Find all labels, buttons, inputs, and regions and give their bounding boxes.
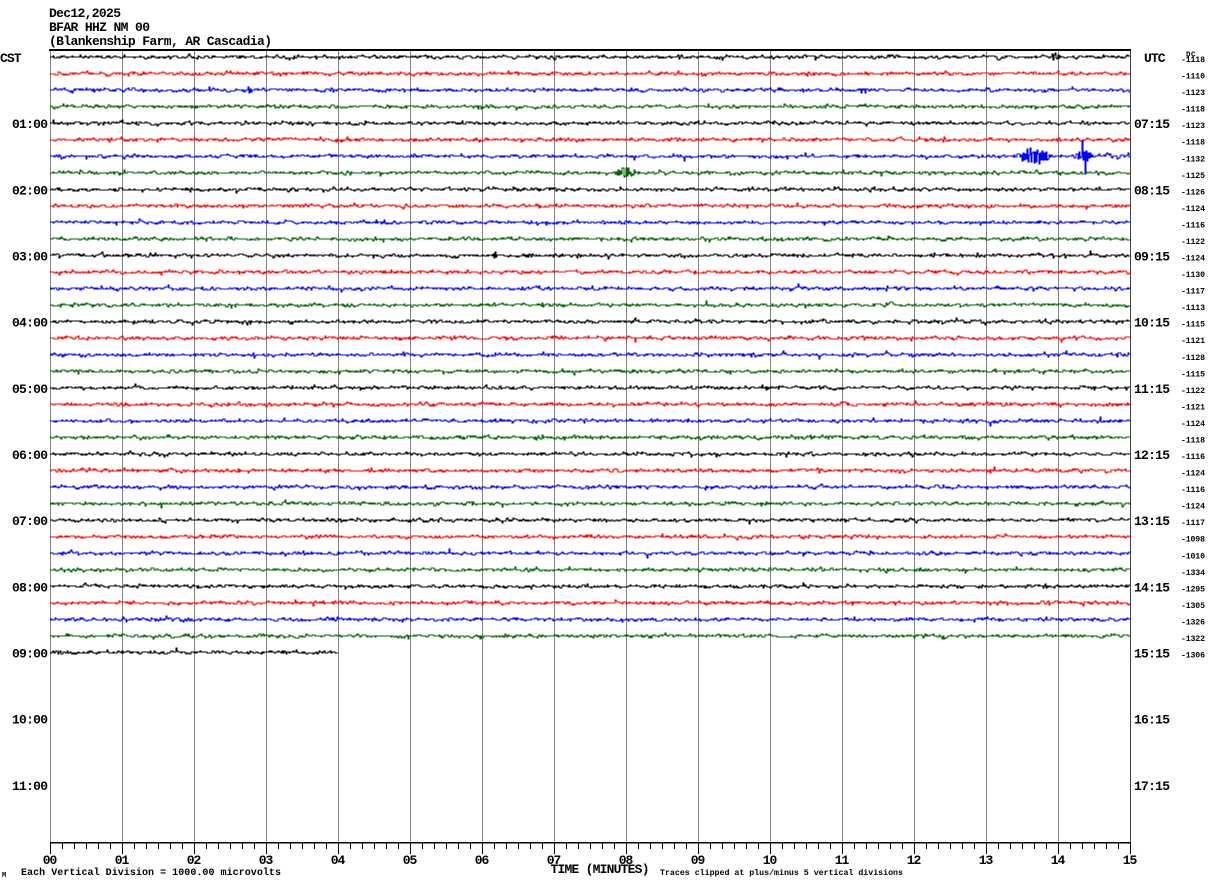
svg-text:-1132: -1132 [1181, 155, 1205, 164]
svg-text:-1118: -1118 [1181, 106, 1205, 115]
svg-text:-1123: -1123 [1181, 89, 1205, 98]
svg-text:BFAR HHZ NM 00: BFAR HHZ NM 00 [49, 20, 150, 35]
svg-text:10:00: 10:00 [12, 713, 48, 728]
svg-text:06:00: 06:00 [12, 448, 48, 463]
svg-text:-1115: -1115 [1181, 321, 1205, 330]
svg-text:-1116: -1116 [1181, 221, 1205, 230]
svg-text:-1124: -1124 [1181, 420, 1205, 429]
svg-text:05: 05 [403, 853, 418, 868]
svg-text:15:15: 15:15 [1134, 647, 1170, 662]
svg-text:M: M [2, 872, 6, 880]
svg-text:09:15: 09:15 [1134, 250, 1170, 265]
svg-text:-1125: -1125 [1181, 172, 1205, 181]
svg-text:08:00: 08:00 [12, 580, 48, 595]
svg-text:14:15: 14:15 [1134, 580, 1170, 595]
svg-text:UTC: UTC [1144, 51, 1166, 66]
svg-text:-1124: -1124 [1181, 470, 1205, 479]
svg-text:-1118: -1118 [1181, 139, 1205, 148]
svg-text:17:15: 17:15 [1134, 779, 1170, 794]
svg-text:Dec12,2025: Dec12,2025 [49, 6, 121, 21]
svg-text:11:00: 11:00 [12, 779, 48, 794]
svg-text:-1098: -1098 [1181, 536, 1205, 545]
svg-text:06: 06 [475, 853, 490, 868]
svg-text:-1122: -1122 [1181, 387, 1205, 396]
svg-text:-1010: -1010 [1181, 552, 1205, 561]
svg-text:-1124: -1124 [1181, 503, 1205, 512]
svg-text:13: 13 [979, 853, 994, 868]
svg-text:-1118: -1118 [1181, 436, 1205, 445]
svg-text:-1118: -1118 [1181, 56, 1205, 65]
svg-text:-1124: -1124 [1181, 205, 1205, 214]
svg-text:-1115: -1115 [1181, 370, 1205, 379]
svg-text:-1117: -1117 [1181, 519, 1205, 528]
svg-text:12:15: 12:15 [1134, 448, 1170, 463]
svg-text:10: 10 [763, 853, 778, 868]
svg-text:05:00: 05:00 [12, 382, 48, 397]
svg-text:09: 09 [691, 853, 706, 868]
svg-text:-1126: -1126 [1181, 188, 1205, 197]
svg-text:-1322: -1322 [1181, 635, 1205, 644]
svg-text:-1121: -1121 [1181, 403, 1205, 412]
svg-text:01:00: 01:00 [12, 117, 48, 132]
svg-text:15: 15 [1123, 853, 1138, 868]
svg-text:-1117: -1117 [1181, 288, 1205, 297]
svg-text:-1110: -1110 [1181, 73, 1205, 82]
svg-text:07:15: 07:15 [1134, 117, 1170, 132]
svg-text:-1121: -1121 [1181, 337, 1205, 346]
svg-text:-1116: -1116 [1181, 453, 1205, 462]
svg-text:11: 11 [835, 853, 850, 868]
svg-text:-1130: -1130 [1181, 271, 1205, 280]
svg-text:04:00: 04:00 [12, 316, 48, 331]
svg-text:-1123: -1123 [1181, 122, 1205, 131]
svg-text:-1306: -1306 [1181, 652, 1205, 661]
svg-text:08: 08 [619, 853, 634, 868]
svg-text:-1305: -1305 [1181, 602, 1205, 611]
svg-text:03:00: 03:00 [12, 250, 48, 265]
svg-text:-1113: -1113 [1181, 304, 1205, 313]
svg-text:10:15: 10:15 [1134, 316, 1170, 331]
svg-text:03: 03 [259, 853, 274, 868]
svg-text:07:00: 07:00 [12, 514, 48, 529]
svg-text:-1334: -1334 [1181, 569, 1205, 578]
svg-text:DC: DC [1186, 52, 1196, 60]
svg-text:02: 02 [187, 853, 202, 868]
svg-text:-1295: -1295 [1181, 585, 1205, 594]
svg-text:14: 14 [1051, 853, 1066, 868]
svg-text:-1128: -1128 [1181, 354, 1205, 363]
svg-text:11:15: 11:15 [1134, 382, 1170, 397]
svg-text:02:00: 02:00 [12, 183, 48, 198]
svg-text:12: 12 [907, 853, 922, 868]
svg-text:(Blankenship Farm, AR Cascadia: (Blankenship Farm, AR Cascadia) [49, 34, 272, 49]
svg-text:-1326: -1326 [1181, 618, 1205, 627]
svg-text:-1116: -1116 [1181, 486, 1205, 495]
svg-text:-1122: -1122 [1181, 238, 1205, 247]
svg-text:00: 00 [43, 853, 58, 868]
svg-text:04: 04 [331, 853, 346, 868]
svg-text:Traces clipped at plus/minus 5: Traces clipped at plus/minus 5 vertical … [660, 868, 903, 878]
svg-text:TIME (MINUTES): TIME (MINUTES) [551, 862, 650, 877]
svg-text:08:15: 08:15 [1134, 183, 1170, 198]
svg-text:07: 07 [547, 853, 562, 868]
svg-text:13:15: 13:15 [1134, 514, 1170, 529]
svg-text:09:00: 09:00 [12, 647, 48, 662]
svg-text:16:15: 16:15 [1134, 713, 1170, 728]
svg-text:Each Vertical Division = 1000.: Each Vertical Division = 1000.00 microvo… [21, 867, 281, 879]
svg-text:-1124: -1124 [1181, 255, 1205, 264]
svg-text:CST: CST [0, 51, 22, 66]
svg-text:01: 01 [115, 853, 130, 868]
